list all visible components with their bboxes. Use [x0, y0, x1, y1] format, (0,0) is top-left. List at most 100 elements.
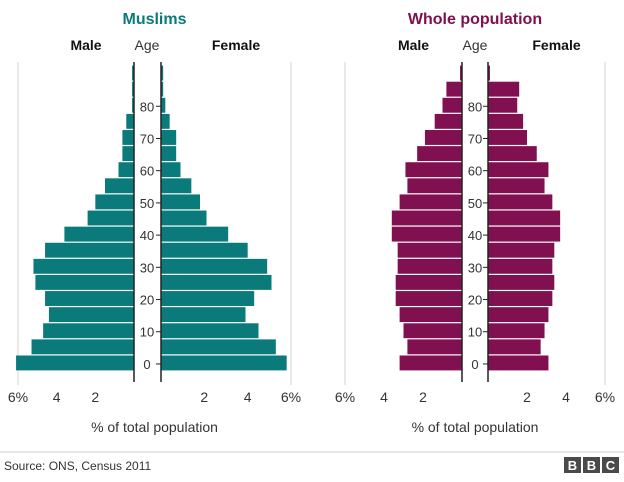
bar-male-85-89: [132, 81, 134, 97]
age-tick-label: 80: [468, 99, 482, 114]
age-tick-label: 60: [468, 164, 482, 179]
bbc-logo-block: [602, 457, 619, 473]
bar-female-5-9: [488, 339, 541, 355]
bar-male-90+: [460, 65, 462, 81]
x-tick-label-female: 6%: [595, 389, 615, 405]
age-tick-label: 80: [140, 99, 154, 114]
bar-female-40-44: [488, 226, 561, 242]
source-note: Source: ONS, Census 2011: [4, 459, 152, 473]
bar-male-55-59: [407, 178, 462, 194]
bar-male-40-44: [64, 226, 134, 242]
x-tick-label-male: 6%: [8, 389, 28, 405]
bar-female-60-64: [488, 162, 549, 178]
bar-female-10-14: [161, 323, 259, 339]
bar-male-80-84: [442, 97, 462, 113]
bar-male-70-74: [122, 130, 134, 145]
bar-male-10-14: [403, 323, 462, 339]
bar-male-55-59: [105, 178, 134, 194]
age-tick-label: 30: [140, 260, 154, 275]
bar-female-60-64: [161, 162, 181, 178]
bar-male-25-29: [35, 274, 134, 290]
bar-male-50-54: [95, 194, 134, 210]
female-header: Female: [212, 37, 260, 53]
bbc-logo-block: [564, 457, 581, 473]
bar-female-0-4: [161, 355, 287, 371]
bar-male-25-29: [395, 274, 462, 290]
bar-female-50-54: [488, 194, 553, 210]
age-tick-label: 0: [143, 357, 150, 372]
bar-male-15-19: [48, 307, 134, 323]
bar-female-85-89: [488, 81, 520, 97]
bar-female-35-39: [161, 242, 248, 258]
bar-male-5-9: [407, 339, 462, 355]
bar-female-90+: [488, 65, 490, 81]
x-tick-label-male: 2: [91, 389, 99, 405]
bar-female-80-84: [161, 97, 166, 113]
bar-female-55-59: [488, 178, 545, 194]
age-tick-label: 60: [140, 164, 154, 179]
bar-female-20-24: [161, 291, 255, 306]
age-tick-label: 0: [471, 357, 478, 372]
bar-male-75-79: [126, 113, 134, 129]
bar-male-20-24: [395, 291, 462, 306]
bar-male-65-69: [417, 146, 462, 162]
bar-male-0-4: [399, 355, 462, 371]
x-tick-label-female: 2: [200, 389, 208, 405]
bar-male-60-64: [405, 162, 462, 178]
age-tick-label: 10: [140, 325, 154, 340]
bar-male-60-64: [118, 162, 134, 178]
bar-female-10-14: [488, 323, 545, 339]
bar-male-0-4: [16, 355, 134, 371]
bar-female-5-9: [161, 339, 276, 355]
bar-female-20-24: [488, 291, 553, 306]
male-header: Male: [398, 37, 429, 53]
age-tick-label: 20: [468, 293, 482, 308]
age-tick-label: 30: [468, 260, 482, 275]
bbc-logo-letter: C: [606, 458, 616, 473]
pyramid-whole-population: Whole population Male Female Age 0 10 20 30 40 50…: [335, 11, 615, 435]
x-tick-label-female: 2: [523, 389, 531, 405]
bar-female-90+: [161, 65, 164, 81]
bar-male-35-39: [45, 242, 134, 258]
age-tick-label: 50: [468, 196, 482, 211]
x-tick-label-female: 4: [244, 389, 252, 405]
age-tick-label: 40: [140, 228, 154, 243]
bar-female-65-69: [488, 146, 537, 162]
bar-female-40-44: [161, 226, 229, 242]
pyramid-muslims: Muslims Male Female Age 0 10 20 30 40 50 60 70 80 6% 4…: [8, 11, 301, 435]
x-tick-label-female: 4: [562, 389, 570, 405]
bar-female-25-29: [488, 274, 555, 290]
bar-female-15-19: [161, 307, 246, 323]
age-header: Age: [463, 37, 488, 53]
age-tick-label: 70: [468, 131, 482, 146]
chart-title: Whole population: [408, 11, 542, 28]
bar-male-80-84: [132, 97, 134, 113]
bar-male-30-34: [397, 258, 462, 274]
bar-male-90+: [132, 65, 134, 81]
bar-male-45-49: [87, 210, 134, 226]
bar-male-70-74: [424, 130, 462, 145]
age-tick-label: 50: [140, 196, 154, 211]
bar-female-0-4: [488, 355, 549, 371]
bar-male-30-34: [33, 258, 134, 274]
bar-female-80-84: [488, 97, 518, 113]
chart-title: Muslims: [122, 11, 186, 28]
bar-male-40-44: [391, 226, 462, 242]
bar-female-70-74: [161, 130, 177, 145]
bar-male-85-89: [446, 81, 462, 97]
x-tick-label-male: 2: [419, 389, 427, 405]
x-axis-label: % of total population: [412, 419, 539, 435]
bar-female-25-29: [161, 274, 272, 290]
bar-female-70-74: [488, 130, 527, 145]
bar-male-5-9: [31, 339, 134, 355]
bar-female-50-54: [161, 194, 200, 210]
bar-female-30-34: [161, 258, 268, 274]
bbc-logo-letter: B: [568, 458, 577, 473]
bar-male-65-69: [122, 146, 134, 162]
bar-female-85-89: [161, 81, 164, 97]
bar-male-15-19: [399, 307, 462, 323]
bar-female-15-19: [488, 307, 549, 323]
